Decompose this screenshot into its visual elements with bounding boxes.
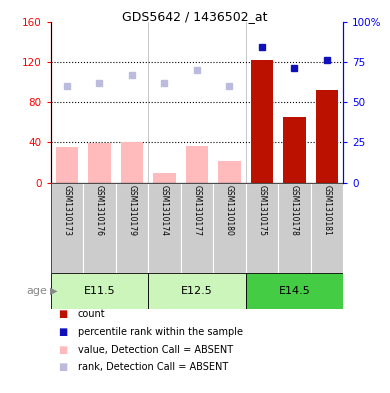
Text: ■: ■ bbox=[58, 309, 68, 320]
Bar bbox=[88, 143, 111, 183]
Bar bbox=[278, 183, 311, 273]
Bar bbox=[51, 273, 148, 309]
Text: GSM1310179: GSM1310179 bbox=[128, 185, 136, 237]
Bar bbox=[83, 183, 116, 273]
Bar bbox=[246, 273, 343, 309]
Bar bbox=[186, 147, 208, 183]
Bar bbox=[148, 273, 246, 309]
Text: E11.5: E11.5 bbox=[83, 286, 115, 296]
Bar bbox=[283, 117, 306, 183]
Text: ■: ■ bbox=[58, 327, 68, 337]
Bar bbox=[121, 142, 144, 183]
Bar bbox=[116, 183, 148, 273]
Text: ■: ■ bbox=[58, 345, 68, 355]
Bar bbox=[316, 90, 338, 183]
Text: count: count bbox=[78, 309, 106, 320]
Bar bbox=[218, 161, 241, 183]
Bar bbox=[311, 183, 343, 273]
Text: GDS5642 / 1436502_at: GDS5642 / 1436502_at bbox=[122, 10, 268, 23]
Text: GSM1310178: GSM1310178 bbox=[290, 185, 299, 236]
Text: ▶: ▶ bbox=[50, 286, 58, 296]
Bar bbox=[56, 147, 78, 183]
Text: ■: ■ bbox=[58, 362, 68, 373]
Bar bbox=[246, 183, 278, 273]
Text: GSM1310181: GSM1310181 bbox=[323, 185, 332, 236]
Text: rank, Detection Call = ABSENT: rank, Detection Call = ABSENT bbox=[78, 362, 228, 373]
Text: GSM1310177: GSM1310177 bbox=[192, 185, 202, 237]
Text: E14.5: E14.5 bbox=[278, 286, 310, 296]
Text: GSM1310175: GSM1310175 bbox=[257, 185, 266, 237]
Text: E12.5: E12.5 bbox=[181, 286, 213, 296]
Bar bbox=[148, 183, 181, 273]
Text: age: age bbox=[26, 286, 47, 296]
Bar bbox=[250, 60, 273, 183]
Bar bbox=[51, 183, 83, 273]
Bar bbox=[153, 173, 176, 183]
Bar bbox=[213, 183, 246, 273]
Text: percentile rank within the sample: percentile rank within the sample bbox=[78, 327, 243, 337]
Text: GSM1310174: GSM1310174 bbox=[160, 185, 169, 237]
Text: value, Detection Call = ABSENT: value, Detection Call = ABSENT bbox=[78, 345, 233, 355]
Text: GSM1310173: GSM1310173 bbox=[62, 185, 71, 237]
Text: GSM1310180: GSM1310180 bbox=[225, 185, 234, 236]
Text: GSM1310176: GSM1310176 bbox=[95, 185, 104, 237]
Bar bbox=[181, 183, 213, 273]
